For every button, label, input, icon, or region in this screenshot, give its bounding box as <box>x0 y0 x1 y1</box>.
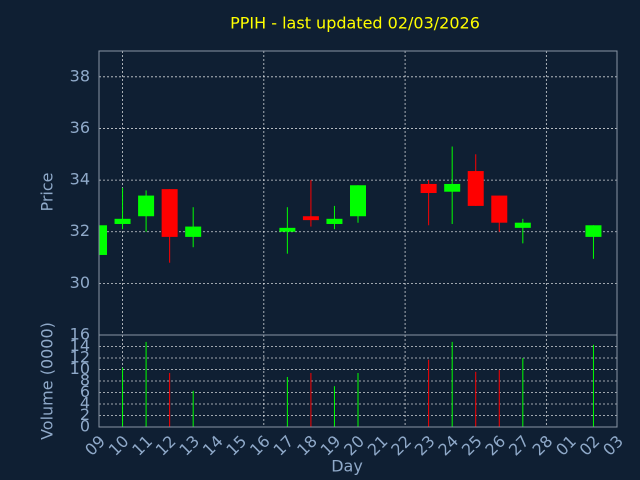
y-tick-label: 8 <box>80 371 90 390</box>
y-tick-label: 14 <box>70 336 90 355</box>
x-axis-label: Day <box>331 457 363 476</box>
candle-body <box>161 189 178 237</box>
y-tick-label: 12 <box>70 348 90 367</box>
candle-body <box>585 225 602 237</box>
candle-body <box>444 183 461 192</box>
y-tick-label: 34 <box>70 170 90 189</box>
candle-body <box>467 171 484 206</box>
candle-body <box>138 195 155 217</box>
volume-frame <box>98 334 618 428</box>
x-tick-label: 03 <box>599 432 627 460</box>
candle-body <box>185 226 202 237</box>
plot: 3032343638024681012141609101112131415161… <box>70 51 627 459</box>
candle-body <box>302 216 319 221</box>
candle-body <box>279 227 296 232</box>
y-axis-label: Volume (0000) <box>38 322 57 440</box>
candle-body <box>114 218 131 224</box>
y-tick-label: 2 <box>80 405 90 424</box>
candle-body <box>326 218 343 224</box>
y-tick-label: 30 <box>70 273 90 292</box>
candle-body <box>99 225 107 255</box>
y-tick-label: 10 <box>70 359 90 378</box>
candle-body <box>491 195 508 223</box>
y-axis-label: Price <box>38 172 57 211</box>
candles <box>99 146 602 263</box>
y-tick-label: 36 <box>70 118 90 137</box>
y-tick-label: 38 <box>70 66 90 85</box>
candle-body <box>514 222 531 228</box>
y-tick-label: 6 <box>80 382 90 401</box>
y-tick-label: 32 <box>70 221 90 240</box>
candle-body <box>420 183 437 193</box>
y-tick-label: 4 <box>80 394 90 413</box>
y-tick-label: 0 <box>80 417 90 436</box>
chart-title: PPIH - last updated 02/03/2026 <box>230 14 480 33</box>
y-tick-label: 16 <box>70 325 90 344</box>
candle-body <box>350 185 366 217</box>
